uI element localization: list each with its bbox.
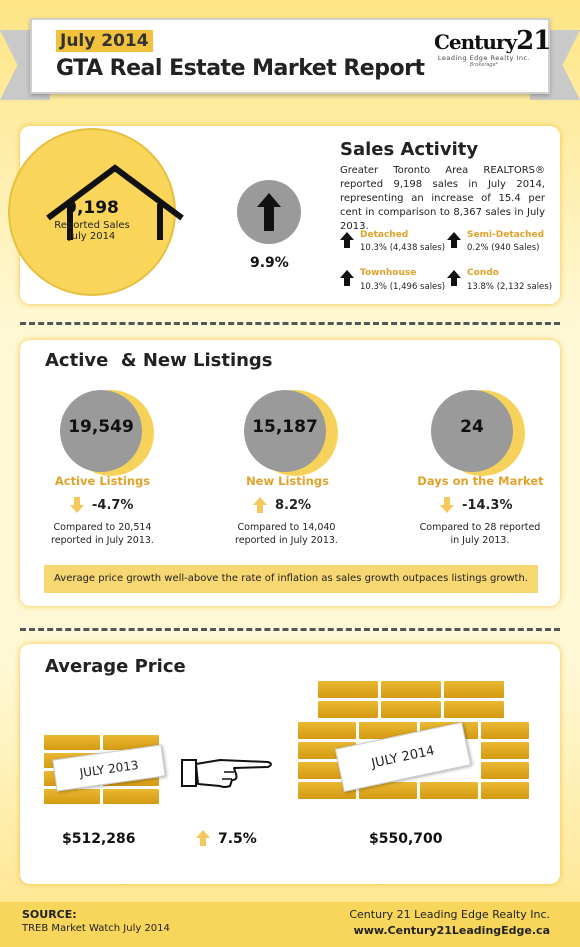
active-listings-change: -4.7% bbox=[92, 498, 134, 513]
century21-logo: Century21 Leading Edge Realty Inc. Broke… bbox=[434, 26, 551, 68]
footer: SOURCE: TREB Market Watch July 2014 Cent… bbox=[0, 902, 580, 947]
active-listings-circle bbox=[60, 390, 142, 472]
new-listings-label: New Listings bbox=[246, 474, 329, 488]
listings-heading: Active & New Listings bbox=[45, 350, 273, 371]
new-listings-value: 15,187 bbox=[252, 417, 318, 437]
townhouse-arrow-up-icon bbox=[340, 270, 354, 286]
detached-value: 10.3% (4,438 sales) bbox=[360, 243, 446, 253]
townhouse-value: 10.3% (1,496 sales) bbox=[360, 282, 446, 292]
new-listings-change: 8.2% bbox=[275, 498, 312, 513]
arrow-up-icon bbox=[257, 193, 281, 231]
logo-brokerage: Brokerage* bbox=[469, 62, 499, 68]
new-listings-compare: Compared to 14,040 reported in July 2013… bbox=[214, 521, 359, 547]
gold-bar bbox=[444, 681, 504, 698]
gold-bar bbox=[298, 782, 356, 799]
days-on-market-circle bbox=[431, 390, 513, 472]
gold-bar bbox=[318, 681, 378, 698]
reported-sales-circle bbox=[8, 128, 176, 296]
semi-detached-arrow-up-icon bbox=[447, 232, 461, 248]
reported-sales-text: 9,198 Reported Sales July 2014 bbox=[8, 198, 176, 242]
header-banner: July 2014 GTA Real Estate Market Report … bbox=[30, 18, 551, 94]
condo-value: 13.8% (2,132 sales) bbox=[467, 282, 553, 292]
reported-sales-value: 9,198 bbox=[65, 198, 119, 218]
gold-bar bbox=[298, 722, 356, 739]
price-change-value: 7.5% bbox=[218, 831, 257, 847]
detached-label: Detached bbox=[360, 230, 409, 240]
new-listings-compare-line2: reported in July 2013. bbox=[235, 535, 338, 546]
days-on-market-label: Days on the Market bbox=[417, 474, 544, 488]
new-listings-arrow-up-icon bbox=[253, 497, 267, 513]
gold-bar bbox=[420, 782, 478, 799]
gold-bar bbox=[381, 701, 441, 718]
days-on-market-compare: Compared to 28 reported in July 2013. bbox=[405, 521, 555, 547]
active-listings-compare: Compared to 20,514 reported in July 2013… bbox=[30, 521, 175, 547]
average-price-heading: Average Price bbox=[45, 656, 186, 677]
reported-sales-label: Reported Sales bbox=[54, 220, 130, 231]
gold-bar bbox=[481, 782, 529, 799]
gold-bar bbox=[481, 722, 529, 739]
section-divider bbox=[20, 322, 560, 325]
logo-brand-text: Century bbox=[434, 30, 517, 54]
active-listings-value: 19,549 bbox=[68, 417, 134, 437]
report-month: July 2014 bbox=[56, 30, 153, 52]
new-listings-compare-line1: Compared to 14,040 bbox=[237, 522, 336, 533]
gold-bar bbox=[44, 735, 100, 750]
sales-activity-description: Greater Toronto Area REALTORS® reported … bbox=[340, 165, 545, 232]
active-listings-arrow-down-icon bbox=[70, 497, 84, 513]
days-on-market-value: 24 bbox=[460, 417, 484, 437]
days-on-market-arrow-down-icon bbox=[440, 497, 454, 513]
logo-number: 21 bbox=[516, 26, 551, 56]
townhouse-label: Townhouse bbox=[360, 268, 417, 278]
reported-sales-period: July 2014 bbox=[68, 231, 116, 242]
gold-bar bbox=[44, 789, 100, 804]
gold-bar bbox=[103, 789, 159, 804]
active-listings-label: Active Listings bbox=[54, 474, 151, 488]
company-name: Century 21 Leading Edge Realty Inc. bbox=[349, 908, 550, 921]
semi-detached-value: 0.2% (940 Sales) bbox=[467, 243, 540, 253]
price-2013-value: $512,286 bbox=[62, 831, 136, 847]
price-2014-value: $550,700 bbox=[369, 831, 443, 847]
new-listings-circle bbox=[244, 390, 326, 472]
listings-note: Average price growth well-above the rate… bbox=[44, 565, 538, 593]
gold-bar bbox=[359, 782, 417, 799]
source-label: SOURCE: bbox=[22, 908, 77, 921]
logo-brand: Century21 bbox=[434, 26, 551, 56]
gold-bar bbox=[481, 762, 529, 779]
days-on-market-compare-line2: in July 2013. bbox=[450, 535, 510, 546]
pointing-hand-icon bbox=[181, 759, 272, 788]
logo-company: Leading Edge Realty Inc. bbox=[437, 54, 531, 62]
gold-bar bbox=[318, 701, 378, 718]
report-title: GTA Real Estate Market Report bbox=[56, 56, 425, 81]
condo-arrow-up-icon bbox=[447, 270, 461, 286]
gold-bar bbox=[444, 701, 504, 718]
active-listings-compare-line1: Compared to 20,514 bbox=[53, 522, 152, 533]
semi-detached-label: Semi-Detached bbox=[467, 230, 545, 240]
house-roof-icon bbox=[46, 164, 184, 240]
source-text: TREB Market Watch July 2014 bbox=[22, 923, 170, 934]
section-divider bbox=[20, 628, 560, 631]
sales-change-value: 9.9% bbox=[250, 255, 289, 271]
condo-label: Condo bbox=[467, 268, 499, 278]
active-listings-compare-line2: reported in July 2013. bbox=[51, 535, 154, 546]
price-change-arrow-up-icon bbox=[196, 830, 210, 846]
gold-bar bbox=[381, 681, 441, 698]
gold-bar bbox=[481, 742, 529, 759]
days-on-market-compare-line1: Compared to 28 reported bbox=[419, 522, 541, 533]
website-link[interactable]: www.Century21LeadingEdge.ca bbox=[353, 924, 550, 937]
days-on-market-change: -14.3% bbox=[462, 498, 513, 513]
sales-activity-heading: Sales Activity bbox=[340, 139, 479, 160]
detached-arrow-up-icon bbox=[340, 232, 354, 248]
